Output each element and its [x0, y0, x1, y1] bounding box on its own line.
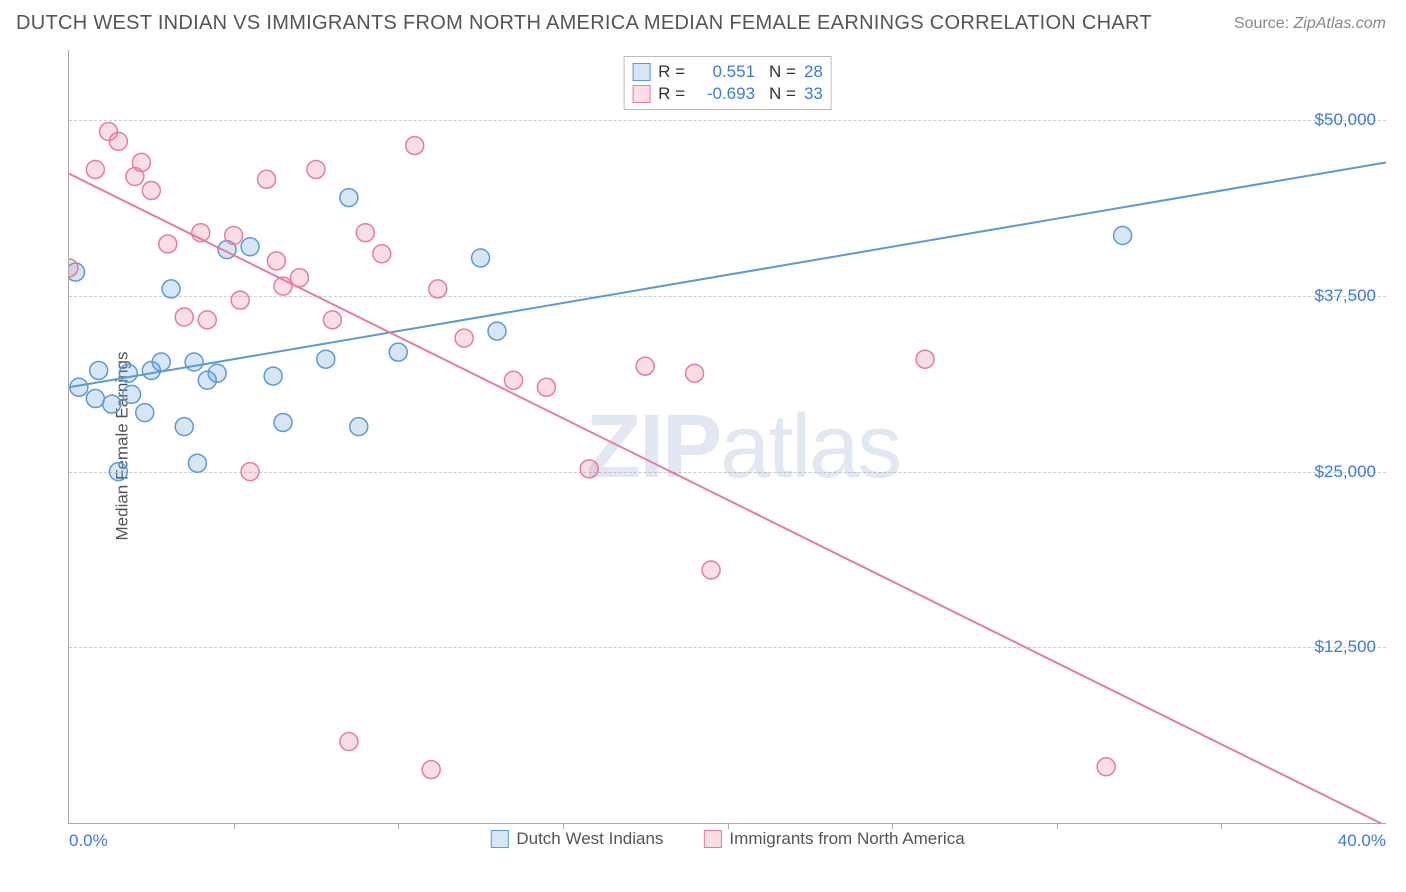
legend-swatch-pink-icon	[703, 830, 721, 848]
x-tick	[1057, 823, 1058, 829]
y-tick-label: $50,000	[1315, 110, 1376, 130]
legend-stats-row-1: R = -0.693 N = 33	[632, 83, 823, 105]
legend-series-item-1: Immigrants from North America	[703, 829, 964, 849]
x-tick	[1221, 823, 1222, 829]
chart-title: DUTCH WEST INDIAN VS IMMIGRANTS FROM NOR…	[16, 12, 1152, 35]
legend-swatch-blue-icon	[490, 830, 508, 848]
x-tick	[892, 823, 893, 829]
legend-swatch-pink	[632, 85, 650, 103]
legend-series: Dutch West Indians Immigrants from North…	[490, 829, 964, 849]
legend-stats: R = 0.551 N = 28 R = -0.693 N = 33	[623, 56, 832, 110]
y-tick-label: $25,000	[1315, 462, 1376, 482]
x-tick	[728, 823, 729, 829]
chart-container: Median Female Earnings R = 0.551 N = 28 …	[50, 50, 1386, 842]
legend-stats-row-0: R = 0.551 N = 28	[632, 61, 823, 83]
plot-area: R = 0.551 N = 28 R = -0.693 N = 33 ZIPat…	[68, 50, 1386, 824]
x-tick	[398, 823, 399, 829]
y-tick-label: $37,500	[1315, 286, 1376, 306]
x-axis-start-label: 0.0%	[69, 831, 108, 851]
header: DUTCH WEST INDIAN VS IMMIGRANTS FROM NOR…	[0, 0, 1406, 43]
scatter-plot-svg	[69, 50, 1386, 823]
x-tick	[563, 823, 564, 829]
legend-swatch-blue	[632, 63, 650, 81]
source-attribution: Source: ZipAtlas.com	[1234, 15, 1386, 33]
x-axis-end-label: 40.0%	[1338, 831, 1386, 851]
y-tick-label: $12,500	[1315, 637, 1376, 657]
x-tick	[234, 823, 235, 829]
legend-series-item-0: Dutch West Indians	[490, 829, 663, 849]
